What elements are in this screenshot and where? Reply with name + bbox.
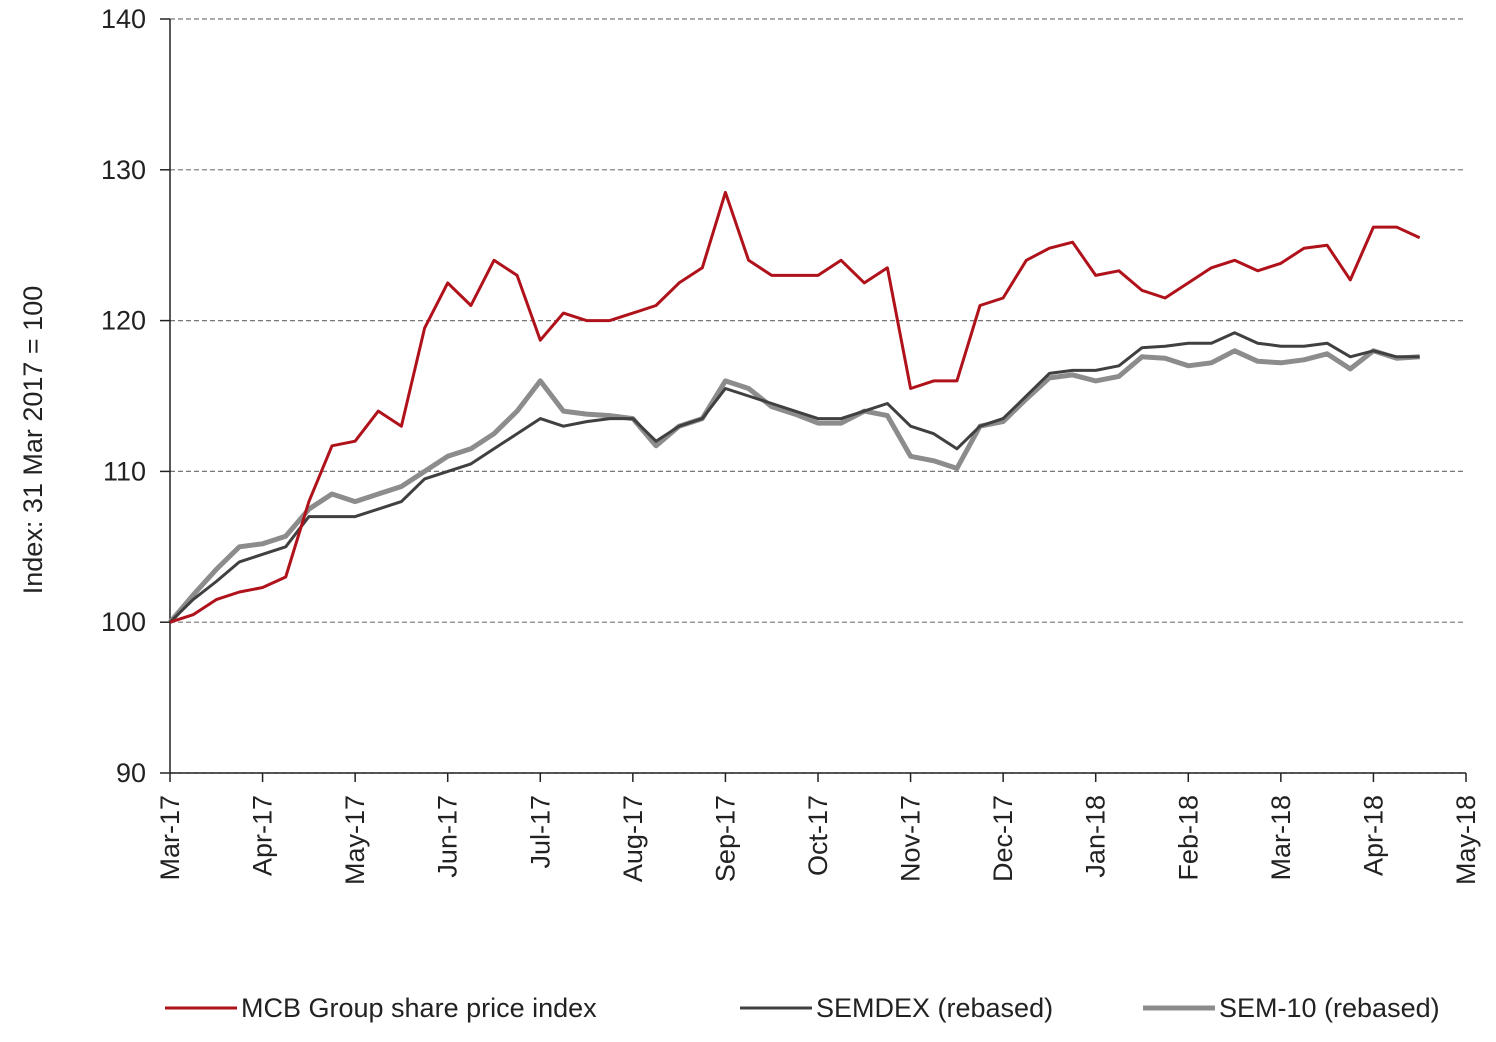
x-tick-label: Apr-17 — [248, 795, 278, 876]
legend-label: SEM-10 (rebased) — [1219, 993, 1440, 1023]
x-tick-label: Mar-18 — [1266, 795, 1296, 881]
x-tick-label: Jun-17 — [433, 795, 463, 878]
legend-label: SEMDEX (rebased) — [816, 993, 1053, 1023]
x-tick-label: Jul-17 — [525, 795, 555, 869]
x-tick-label: Oct-17 — [803, 795, 833, 876]
y-tick-label: 140 — [101, 4, 146, 34]
legend-label: MCB Group share price index — [241, 993, 597, 1023]
x-tick-label: Dec-17 — [988, 795, 1018, 882]
x-tick-label: Feb-18 — [1173, 795, 1203, 881]
x-tick-label: Jan-18 — [1081, 795, 1111, 878]
x-tick-label: Aug-17 — [618, 795, 648, 882]
x-tick-label: Nov-17 — [896, 795, 926, 882]
y-tick-label: 100 — [101, 607, 146, 637]
series-line — [168, 331, 1420, 624]
series-line — [168, 348, 1420, 624]
y-tick-label: 90 — [116, 758, 146, 788]
y-axis-label: Index: 31 Mar 2017 = 100 — [18, 286, 48, 594]
series-line — [169, 190, 1421, 624]
x-tick-label: May-18 — [1451, 795, 1481, 885]
x-tick-label: May-17 — [340, 795, 370, 885]
x-tick-label: Mar-17 — [155, 795, 185, 881]
y-tick-label: 110 — [103, 456, 146, 486]
x-tick-label: Apr-18 — [1358, 795, 1388, 876]
x-tick-label: Sep-17 — [710, 795, 740, 882]
y-tick-label: 130 — [101, 155, 146, 185]
y-tick-label: 120 — [101, 306, 146, 336]
